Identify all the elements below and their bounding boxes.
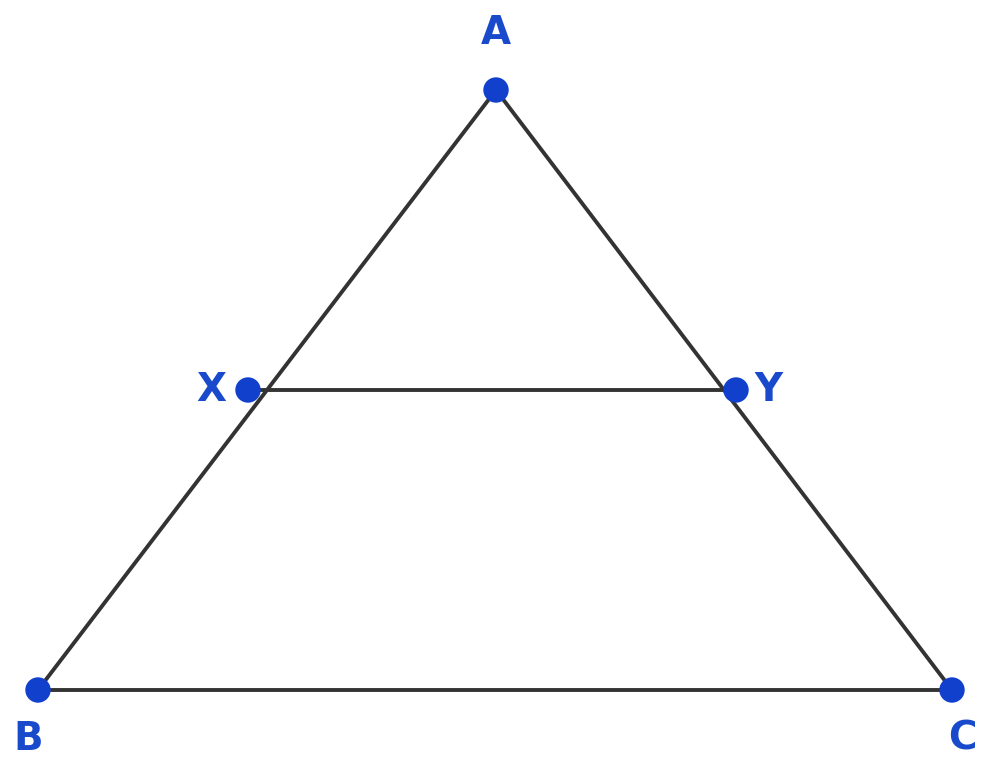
Text: Y: Y [754, 371, 782, 409]
Circle shape [26, 678, 50, 702]
Circle shape [484, 78, 508, 102]
Circle shape [724, 378, 748, 402]
Circle shape [236, 378, 260, 402]
Text: A: A [481, 14, 511, 52]
Circle shape [940, 678, 964, 702]
Text: C: C [947, 720, 976, 758]
Text: X: X [196, 371, 226, 409]
Text: B: B [13, 720, 43, 758]
